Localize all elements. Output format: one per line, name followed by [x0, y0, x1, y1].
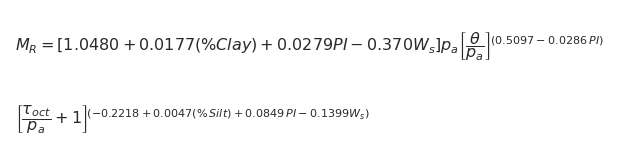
Text: $\left[\dfrac{\tau_{oct}}{p_{a}} + 1\right]^{\!(-0.2218 + 0.0047(\%\,\mathit{Sil: $\left[\dfrac{\tau_{oct}}{p_{a}} + 1\rig…: [15, 103, 370, 136]
Text: $M_{R} = \left[1.0480 + 0.0177(\%\mathit{Clay}) + 0.0279\mathit{PI} - 0.370W_{s}: $M_{R} = \left[1.0480 + 0.0177(\%\mathit…: [15, 30, 618, 63]
